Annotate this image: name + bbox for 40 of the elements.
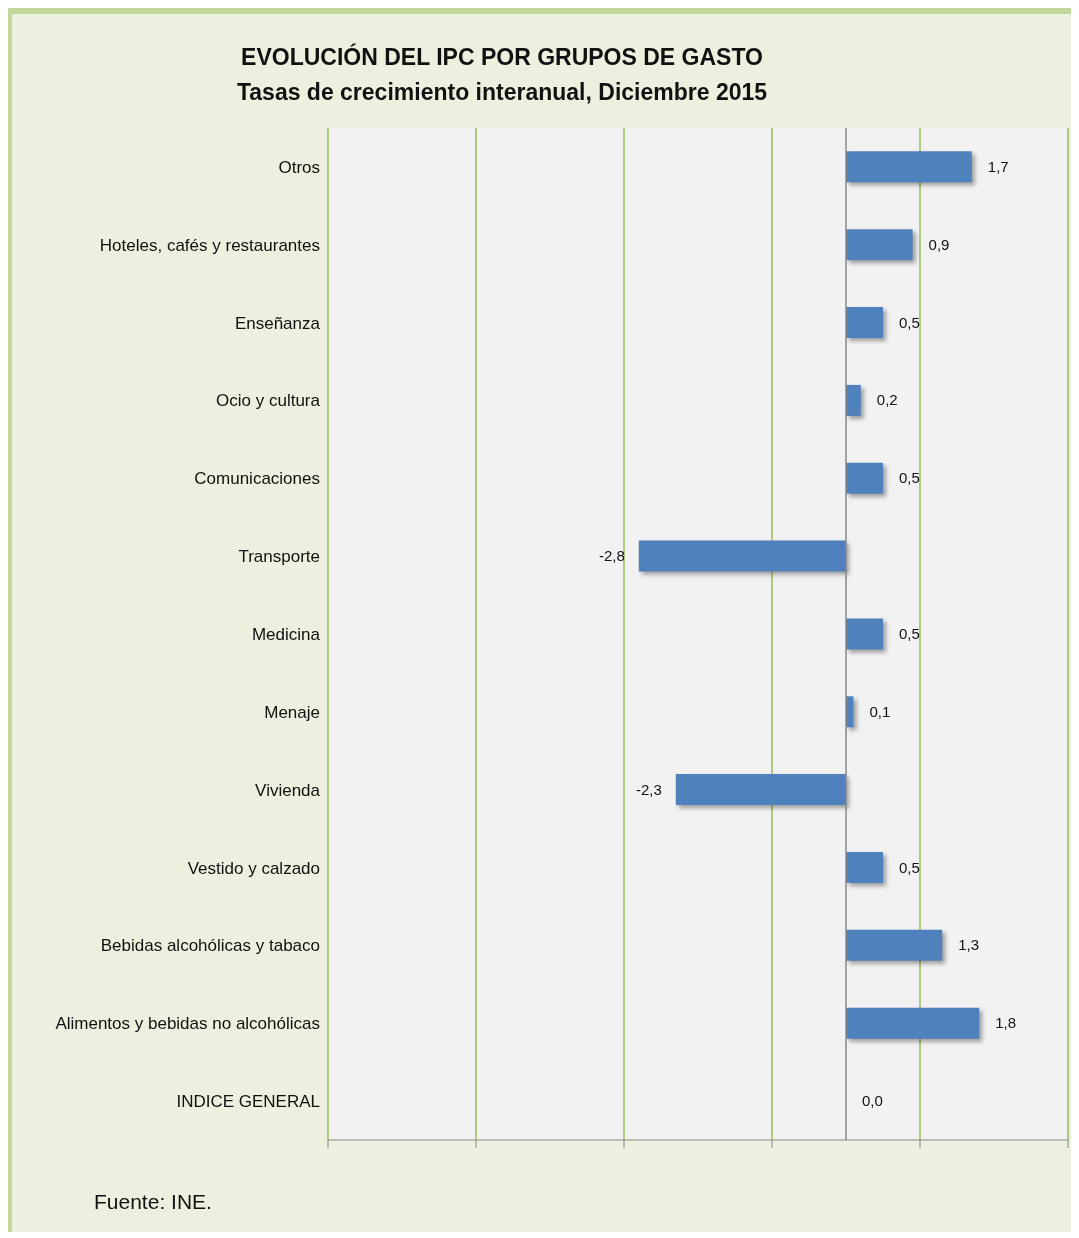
data-label: 0,9 [928, 235, 950, 253]
data-label: 0,1 [869, 702, 891, 720]
y-tick-label: Vestido y calzado [187, 858, 320, 878]
data-label: -2,3 [635, 780, 662, 798]
y-tick-label: Enseñanza [234, 313, 321, 333]
chart-subtitle: Tasas de crecimiento interanual, Diciembre 2015 [235, 78, 769, 107]
data-label: 0,2 [876, 391, 898, 409]
y-tick-label: Transporte [238, 547, 320, 567]
bar [846, 851, 883, 883]
data-label: 0,5 [899, 313, 920, 331]
bar [846, 229, 913, 261]
data-label: 1,8 [995, 1014, 1017, 1032]
bar [638, 540, 846, 572]
bar [846, 1007, 980, 1039]
data-label: 1,3 [958, 936, 980, 954]
y-tick-label: Comunicaciones [194, 469, 320, 489]
bar [846, 618, 883, 650]
source-note: Fuente: INE. [94, 1190, 213, 1214]
data-label: 0,5 [899, 625, 920, 642]
y-tick-label: Otros [278, 157, 320, 177]
y-tick-label: Alimentos y bebidas no alcohólicas [55, 1014, 320, 1034]
data-label: 0,5 [899, 469, 920, 487]
bar [846, 307, 883, 339]
y-tick-label: Menaje [264, 702, 320, 722]
bar [846, 929, 943, 961]
chart-title: EVOLUCIÓN DEL IPC POR GRUPOS DE GASTO [240, 42, 764, 72]
y-tick-label: INDICE GENERAL [176, 1092, 320, 1112]
bar [846, 384, 861, 416]
bar [846, 462, 883, 494]
data-label: 0,0 [862, 1092, 883, 1110]
data-label: 0,5 [899, 858, 920, 876]
data-label: 1,7 [987, 157, 1009, 175]
bar [846, 151, 972, 183]
bar [675, 774, 846, 806]
y-tick-label: Vivienda [255, 780, 321, 800]
y-tick-label: Medicina [251, 625, 321, 645]
y-tick-label: Hoteles, cafés y restaurantes [99, 235, 320, 255]
y-tick-label: Bebidas alcohólicas y tabaco [100, 936, 320, 956]
data-label: -2,8 [598, 547, 625, 565]
y-tick-label: Ocio y cultura [216, 391, 321, 411]
